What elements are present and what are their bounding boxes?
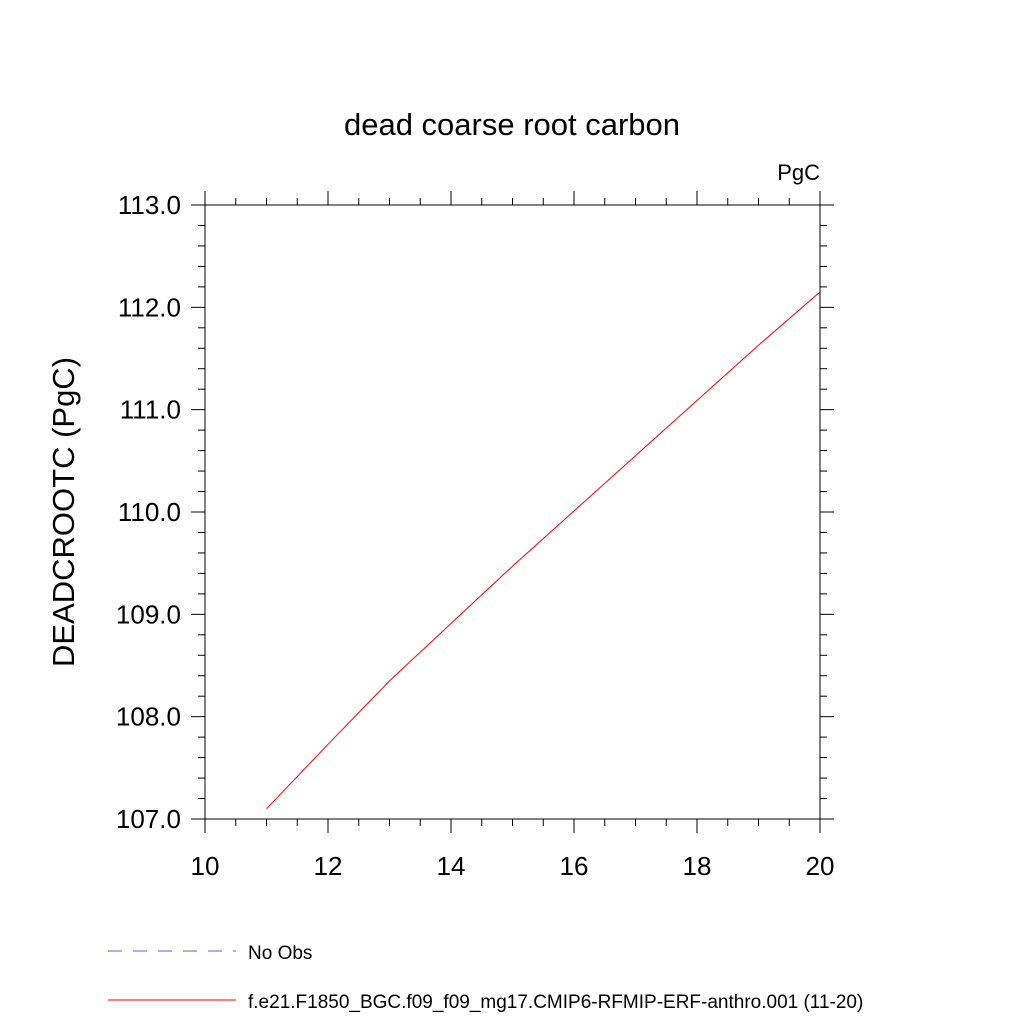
y-tick-label: 107.0 bbox=[116, 804, 181, 834]
y-tick-label: 108.0 bbox=[116, 702, 181, 732]
legend-label-0: No Obs bbox=[248, 943, 312, 964]
x-tick-label: 14 bbox=[437, 851, 466, 881]
chart-title: dead coarse root carbon bbox=[344, 107, 680, 142]
series-line-0 bbox=[266, 291, 821, 810]
y-tick-label: 110.0 bbox=[118, 497, 181, 527]
y-tick-label: 109.0 bbox=[116, 599, 181, 629]
y-axis-label: DEADCROOTC (PgC) bbox=[46, 357, 81, 667]
y-tick-label: 112.0 bbox=[118, 292, 181, 322]
plot-frame bbox=[204, 204, 821, 820]
axis-ticks bbox=[191, 191, 834, 833]
x-tick-label: 18 bbox=[683, 851, 712, 881]
x-tick-label: 16 bbox=[560, 851, 589, 881]
x-tick-label: 10 bbox=[191, 851, 220, 881]
x-tick-label: 20 bbox=[806, 851, 835, 881]
y-tick-label: 111.0 bbox=[120, 395, 181, 425]
legend: No Obs f.e21.F1850_BGC.f09_f09_mg17.CMIP6… bbox=[108, 943, 863, 1013]
y-tick-label: 113.0 bbox=[118, 190, 181, 220]
tick-labels: 10 12 14 16 18 20 107.0 108.0 109.0 110.0 111.0 112… bbox=[116, 190, 835, 881]
units-label: PgC bbox=[777, 160, 820, 185]
series-layer bbox=[266, 291, 821, 810]
x-tick-label: 12 bbox=[314, 851, 343, 881]
legend-label-1: f.e21.F1850_BGC.f09_f09_mg17.CMIP6-RFMIP… bbox=[248, 992, 863, 1013]
